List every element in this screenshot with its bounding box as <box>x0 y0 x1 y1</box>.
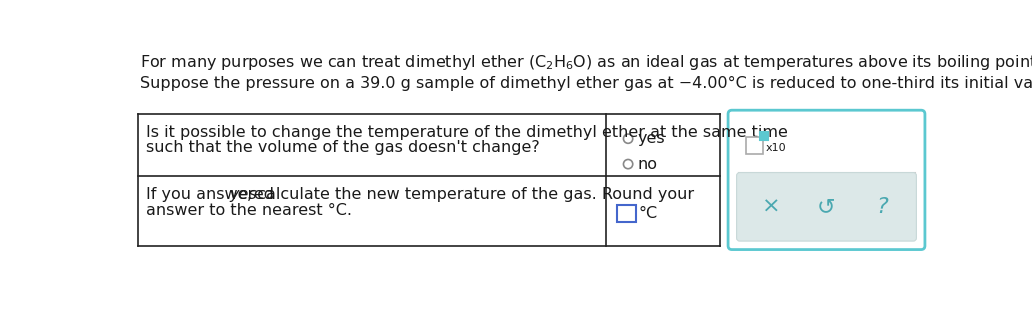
Text: yes: yes <box>229 187 257 202</box>
Text: For many purposes we can treat dimethyl ether $\left(\mathrm{C_2H_6O}\right)$ as: For many purposes we can treat dimethyl … <box>140 52 1032 72</box>
Text: such that the volume of the gas doesn't change?: such that the volume of the gas doesn't … <box>147 140 540 155</box>
Text: yes: yes <box>638 131 665 146</box>
Text: Is it possible to change the temperature of the dimethyl ether at the same time: Is it possible to change the temperature… <box>147 125 787 140</box>
FancyBboxPatch shape <box>728 110 925 250</box>
FancyBboxPatch shape <box>737 173 916 241</box>
Text: ↺: ↺ <box>817 197 836 217</box>
Bar <box>760 132 769 140</box>
Text: no: no <box>638 156 657 172</box>
Text: ?: ? <box>876 197 888 217</box>
Text: °C: °C <box>639 206 658 221</box>
Text: , calculate the new temperature of the gas. Round your: , calculate the new temperature of the g… <box>247 187 694 202</box>
Text: x10: x10 <box>766 143 786 153</box>
Text: ×: × <box>762 197 780 217</box>
Text: answer to the nearest °C.: answer to the nearest °C. <box>147 203 352 217</box>
Text: If you answered: If you answered <box>147 187 280 202</box>
Bar <box>746 137 763 154</box>
FancyBboxPatch shape <box>617 205 636 222</box>
Text: Suppose the pressure on a 39.0 g sample of dimethyl ether gas at −4.00°C is redu: Suppose the pressure on a 39.0 g sample … <box>140 76 1032 91</box>
